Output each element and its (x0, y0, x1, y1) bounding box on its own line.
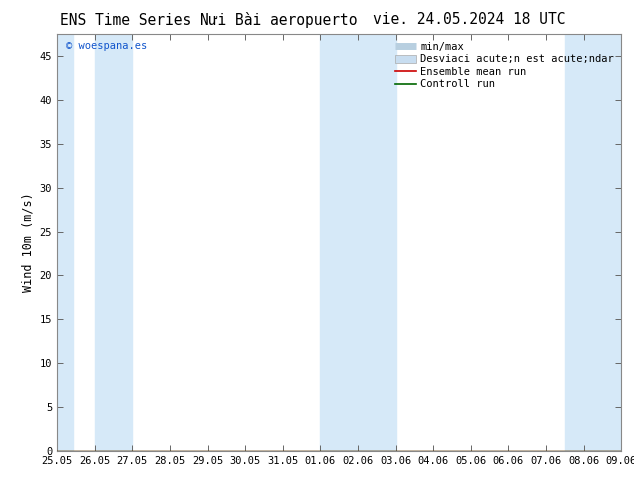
Text: © woespana.es: © woespana.es (65, 41, 147, 50)
Legend: min/max, Desviaci acute;n est acute;ndar, Ensemble mean run, Controll run: min/max, Desviaci acute;n est acute;ndar… (393, 40, 616, 92)
Bar (565, 34, 621, 451)
Text: ENS Time Series Nưi Bài aeropuerto: ENS Time Series Nưi Bài aeropuerto (60, 12, 358, 28)
Bar (57, 34, 73, 451)
Text: vie. 24.05.2024 18 UTC: vie. 24.05.2024 18 UTC (373, 12, 566, 27)
Y-axis label: Wind 10m (m/s): Wind 10m (m/s) (21, 193, 34, 293)
Bar (320, 34, 396, 451)
Bar (94, 34, 133, 451)
